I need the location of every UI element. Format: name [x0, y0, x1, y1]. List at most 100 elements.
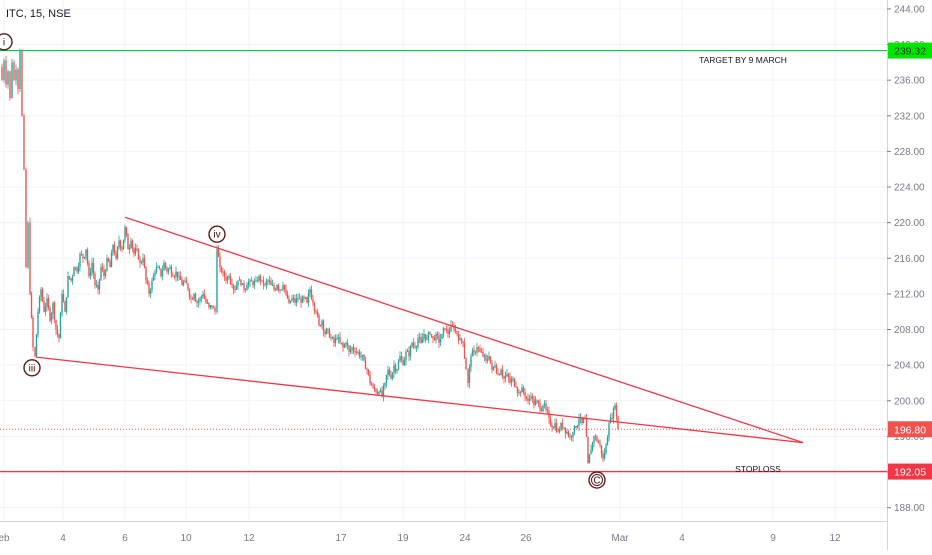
candle	[518, 389, 520, 396]
wave-label-iii[interactable]: iii	[23, 359, 41, 377]
candle	[489, 356, 492, 364]
candle-body	[97, 284, 99, 290]
candle	[208, 302, 210, 310]
candle-body	[542, 405, 544, 412]
candle	[169, 264, 171, 270]
candle-body	[533, 398, 535, 406]
candle	[394, 362, 397, 375]
candle	[202, 290, 204, 299]
candle	[277, 283, 280, 293]
wave-label-c[interactable]: C	[588, 471, 606, 489]
candle	[351, 346, 353, 355]
candle	[552, 425, 555, 429]
candle-body	[43, 300, 45, 312]
candle-body	[92, 262, 95, 275]
candle-body	[330, 337, 332, 339]
candle	[235, 281, 238, 290]
candle	[5, 55, 7, 88]
candle	[343, 342, 346, 349]
candle-body	[249, 280, 251, 283]
candle-body	[321, 320, 323, 326]
candle-body	[476, 347, 478, 353]
candle	[500, 367, 502, 376]
candle-body	[116, 246, 119, 259]
trendline-lower[interactable]	[35, 356, 804, 444]
candle-body	[170, 267, 173, 276]
candle-body	[325, 328, 328, 334]
wave-label-iv[interactable]: iv	[208, 225, 226, 243]
candle-body	[609, 417, 612, 424]
candle	[355, 347, 358, 355]
candle-body	[375, 389, 377, 392]
candle	[110, 249, 113, 268]
candle-body	[202, 293, 204, 297]
candle-body	[343, 344, 346, 348]
candle	[21, 49, 23, 117]
candle	[50, 311, 53, 325]
candle	[342, 341, 344, 352]
candle-body	[11, 62, 13, 98]
candle-body	[390, 375, 392, 379]
candle	[460, 337, 463, 345]
candle	[259, 274, 262, 286]
candle	[376, 388, 379, 395]
candle-body	[530, 396, 532, 399]
candle	[47, 294, 50, 311]
candle-body	[211, 305, 213, 308]
candle	[164, 261, 167, 271]
candle	[229, 273, 232, 286]
candle-body	[536, 400, 538, 402]
target-annotation[interactable]: TARGET BY 9 MARCH	[699, 55, 787, 65]
candle	[61, 290, 63, 317]
candle-body	[268, 280, 271, 282]
candle	[67, 271, 69, 299]
candle	[30, 291, 33, 319]
candle	[228, 273, 230, 280]
stoploss-annotation[interactable]: STOPLOSS	[735, 464, 781, 474]
candle	[316, 308, 319, 318]
candle	[256, 276, 259, 283]
candle-body	[191, 298, 194, 300]
candle	[593, 435, 595, 448]
candle-body	[399, 356, 401, 362]
candle-body	[277, 284, 280, 290]
candle-body	[495, 365, 498, 374]
candle-body	[37, 311, 39, 335]
candle	[560, 421, 562, 431]
candle	[194, 292, 197, 302]
candle-body	[238, 279, 241, 281]
candle	[98, 278, 101, 295]
target-price-badge	[888, 42, 932, 59]
candle	[507, 372, 510, 383]
candle-body	[331, 337, 334, 339]
wave-label-i[interactable]: i	[0, 33, 13, 51]
candle	[536, 398, 538, 405]
candles-layer	[1, 48, 619, 465]
candle-body	[15, 69, 17, 81]
candle-body	[524, 392, 526, 397]
candle	[142, 253, 144, 266]
trendline-upper[interactable]	[124, 216, 804, 444]
price-axis[interactable]: 244.00240.00236.00232.00228.00224.00220.…	[887, 0, 932, 550]
candle-body	[86, 249, 89, 264]
candle-body	[119, 240, 122, 249]
candle	[298, 293, 301, 300]
candle-body	[64, 301, 66, 312]
symbol-title[interactable]: ITC, 15, NSE	[6, 8, 71, 20]
candle	[424, 333, 427, 343]
candle	[485, 353, 487, 364]
candle	[605, 443, 607, 455]
candle	[310, 285, 313, 301]
candle-body	[393, 365, 395, 374]
candle-body	[360, 356, 362, 358]
candle	[602, 450, 604, 463]
candle-body	[229, 276, 232, 284]
candle	[80, 250, 83, 256]
candle-body	[572, 431, 574, 438]
candle-body	[450, 325, 452, 332]
candle	[304, 296, 307, 300]
time-axis[interactable]: eb 4 6 10 12 17 19 24 26 Mar 4 9 12	[0, 521, 887, 545]
candle-body	[234, 289, 236, 291]
